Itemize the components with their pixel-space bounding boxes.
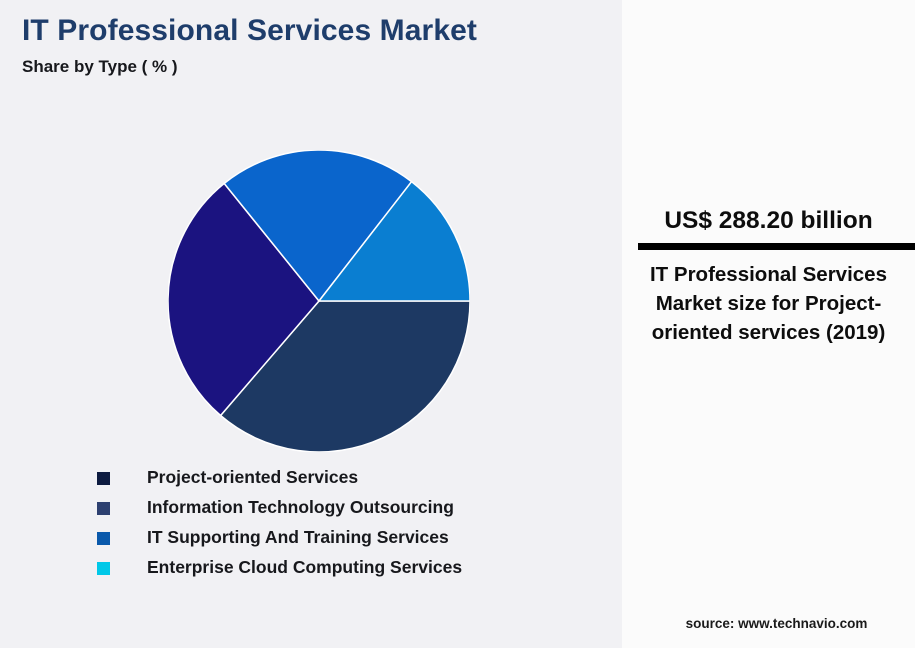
legend-item-label: Project-oriented Services (147, 467, 359, 488)
legend-color-swatch (97, 501, 110, 515)
pie-chart (168, 150, 470, 452)
legend-color-swatch (97, 561, 110, 575)
legend-color-swatch (97, 471, 110, 485)
legend-item[interactable]: Project-oriented Services (97, 463, 607, 493)
legend-item-label: IT Supporting And Training Services (147, 527, 449, 548)
stat-divider-rule (638, 243, 915, 251)
chart-panel: IT Professional Services Market Share by… (0, 0, 622, 583)
chart-subtitle: Share by Type ( % ) (22, 57, 178, 76)
legend-color-swatch (97, 531, 110, 545)
stat-panel: US$ 288.20 billion IT Professional Servi… (622, 0, 915, 648)
legend-item[interactable]: IT Supporting And Training Services (97, 523, 607, 553)
page-title: IT Professional Services Market (22, 14, 477, 47)
stat-block: US$ 288.20 billion IT Professional Servi… (622, 207, 915, 348)
legend-item-label: Information Technology Outsourcing (147, 497, 454, 518)
legend-item[interactable]: Enterprise Cloud Computing Services (97, 553, 607, 583)
legend-item-label: Enterprise Cloud Computing Services (147, 557, 463, 578)
pie-slice[interactable] (219, 300, 470, 452)
pie-chart-container (0, 135, 622, 455)
pie-slice[interactable] (223, 150, 413, 303)
stat-description: IT Professional Services Market size for… (649, 263, 887, 345)
legend-item[interactable]: Information Technology Outsourcing (97, 493, 607, 523)
title-block: IT Professional Services Market Share by… (0, 0, 622, 77)
pie-slice[interactable] (317, 180, 470, 302)
pie-slice[interactable] (168, 182, 320, 417)
source-note: source: www.technavio.com (685, 616, 868, 631)
chart-legend: Project-oriented Services Information Tec… (97, 463, 607, 583)
stat-value: US$ 288.20 billion (664, 207, 873, 234)
